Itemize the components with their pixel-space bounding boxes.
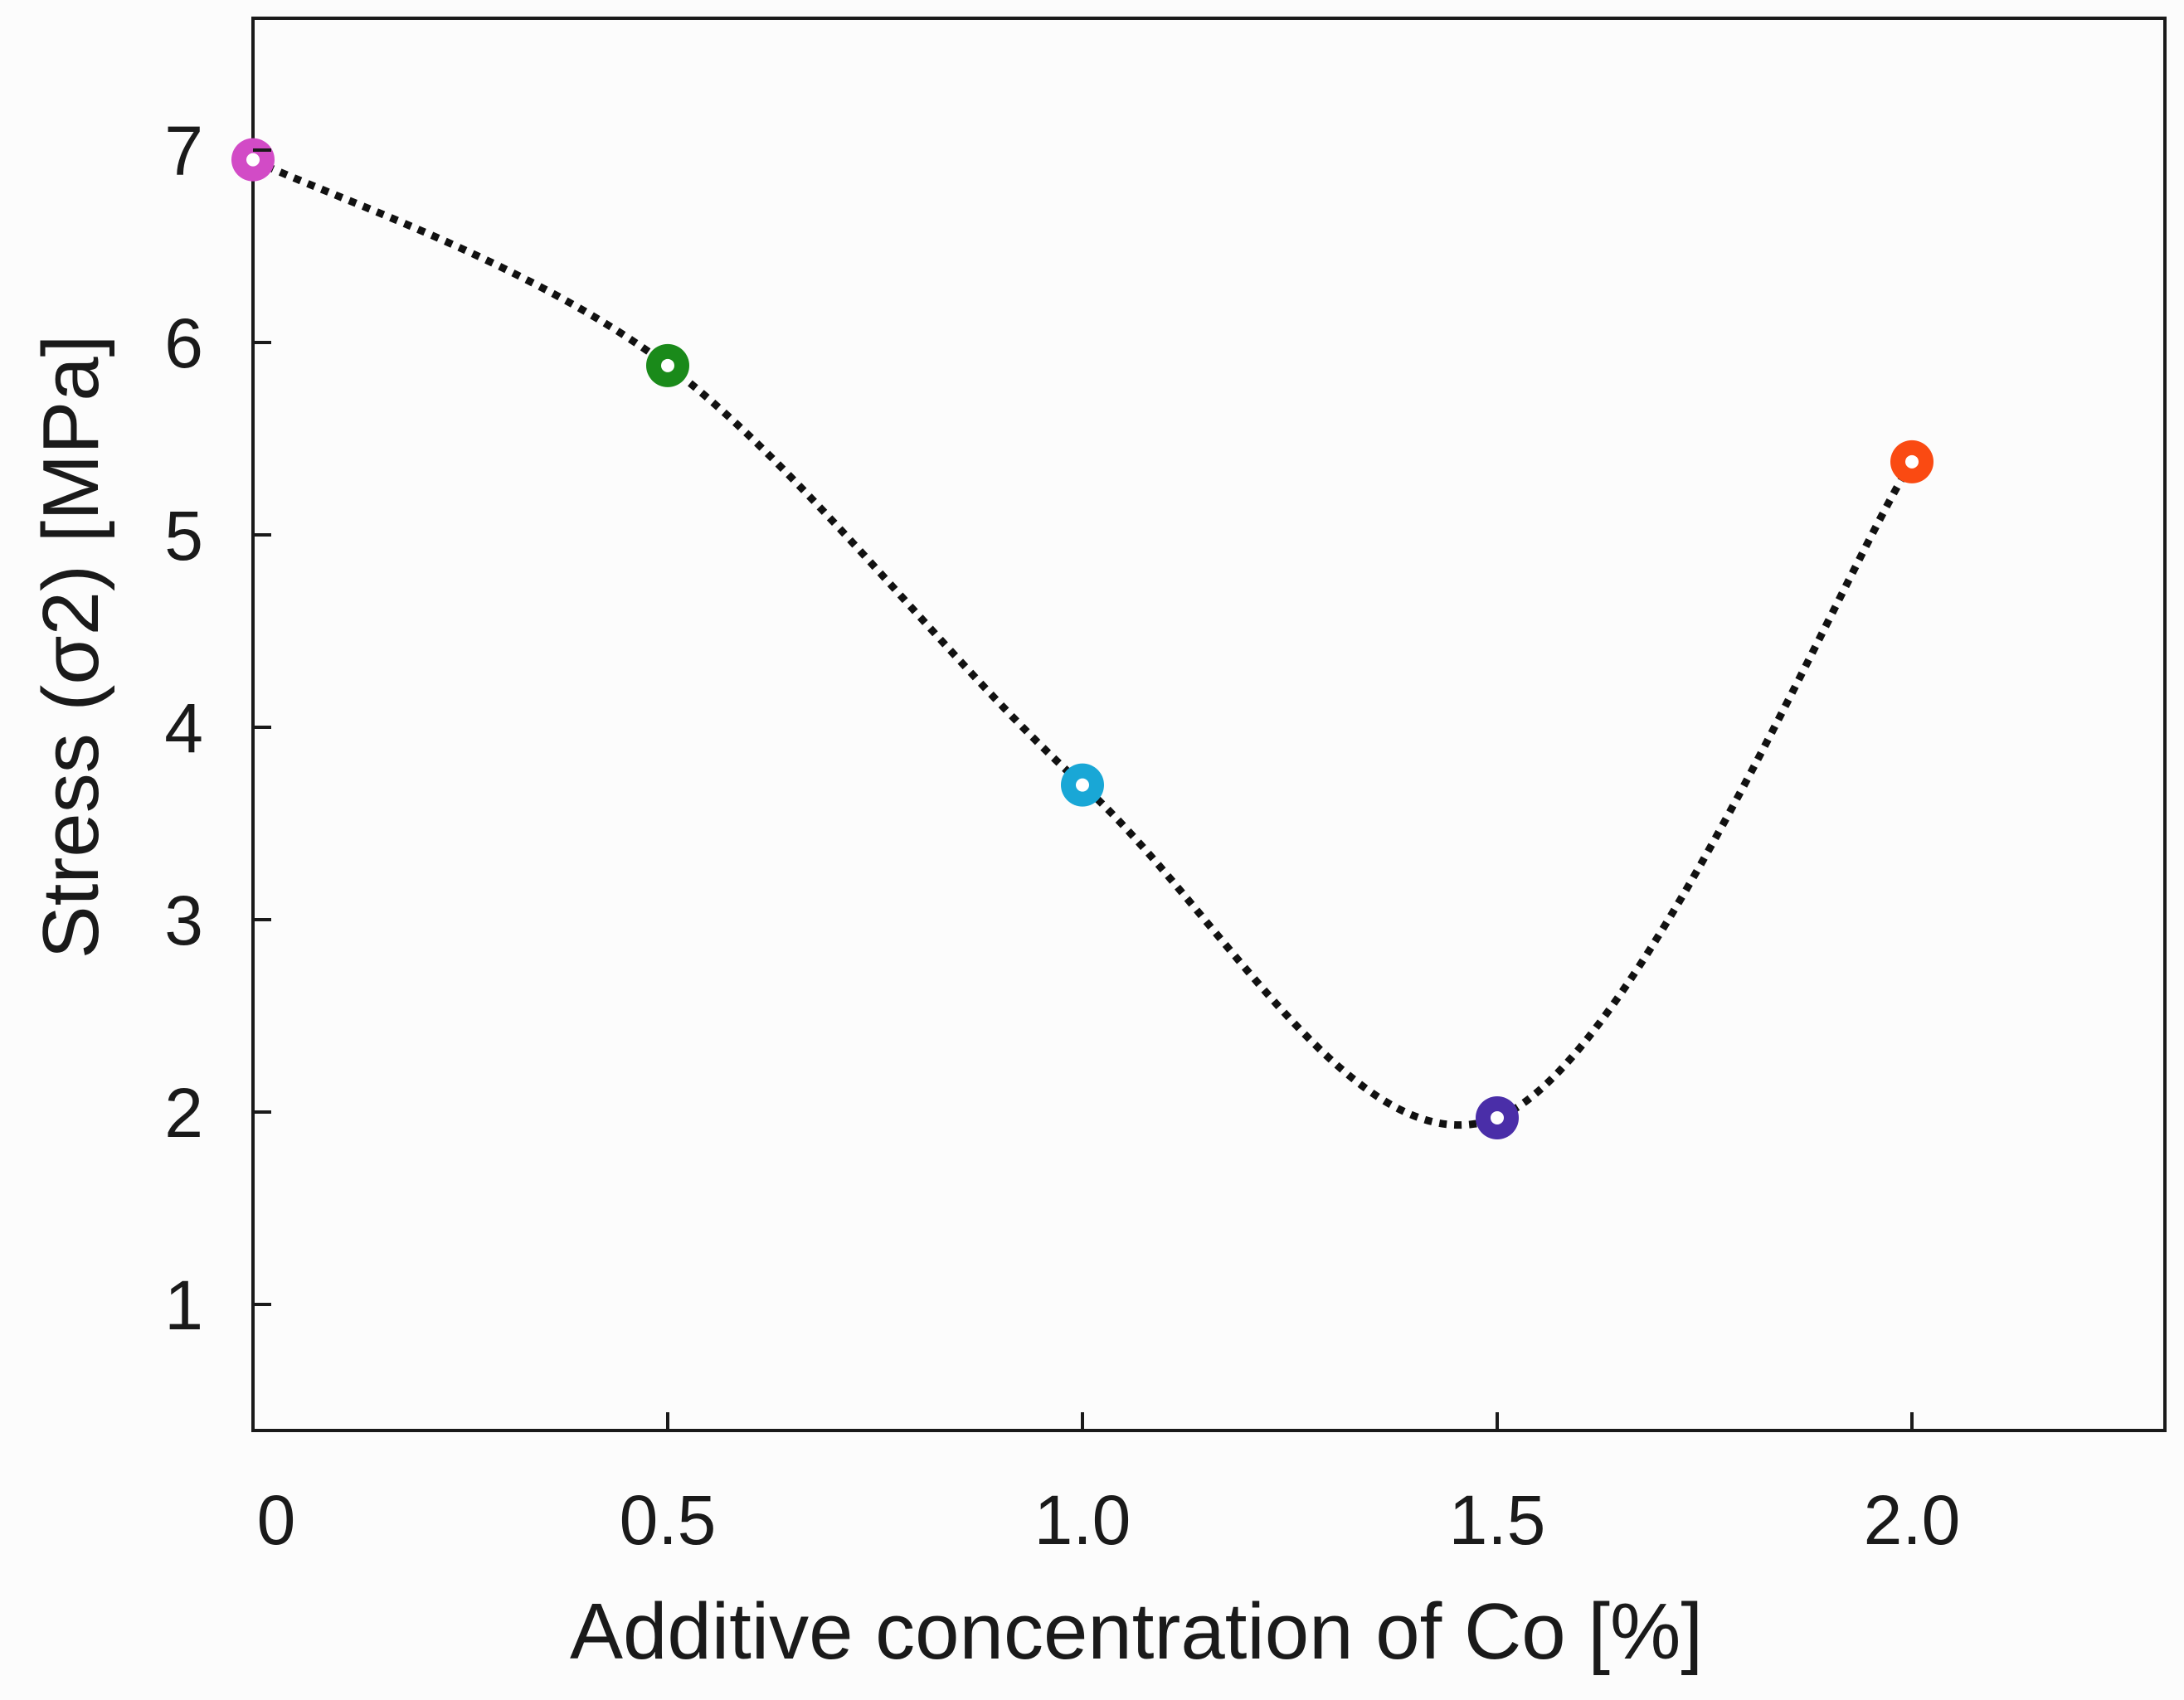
y-tick-label: 5 xyxy=(164,497,203,575)
data-point-center xyxy=(1076,778,1089,792)
x-tick-label: 1.5 xyxy=(1449,1481,1546,1559)
data-point-center xyxy=(1491,1110,1504,1124)
y-axis-title: Stress (σ2) [MPa] xyxy=(27,335,115,959)
curve-layer xyxy=(251,156,1915,1129)
data-point-center xyxy=(246,153,260,167)
y-tick-label: 2 xyxy=(164,1074,203,1152)
y-tick-label: 7 xyxy=(164,112,203,190)
marker-layer xyxy=(231,138,1933,1139)
x-tick-label: 2.0 xyxy=(1864,1481,1961,1559)
data-point-center xyxy=(1905,454,1919,469)
y-tick-label: 3 xyxy=(164,882,203,959)
x-tick-label: 0 xyxy=(257,1481,296,1559)
y-tick-label: 1 xyxy=(164,1266,203,1344)
x-axis-title: Additive concentration of Co [%] xyxy=(570,1587,1703,1676)
tick-layer: 0 0.5 1.0 1.5 2.0 1 2 3 4 5 6 7 xyxy=(164,112,1960,1559)
plot-area xyxy=(251,17,2167,1432)
series-line xyxy=(251,156,1915,1129)
plot-frame xyxy=(251,17,2167,1432)
x-tick-label: 1.0 xyxy=(1034,1481,1131,1559)
data-point-center xyxy=(661,358,674,372)
x-tick-label: 0.5 xyxy=(620,1481,717,1559)
y-tick-label: 4 xyxy=(164,689,203,767)
y-tick-label: 6 xyxy=(164,304,203,382)
